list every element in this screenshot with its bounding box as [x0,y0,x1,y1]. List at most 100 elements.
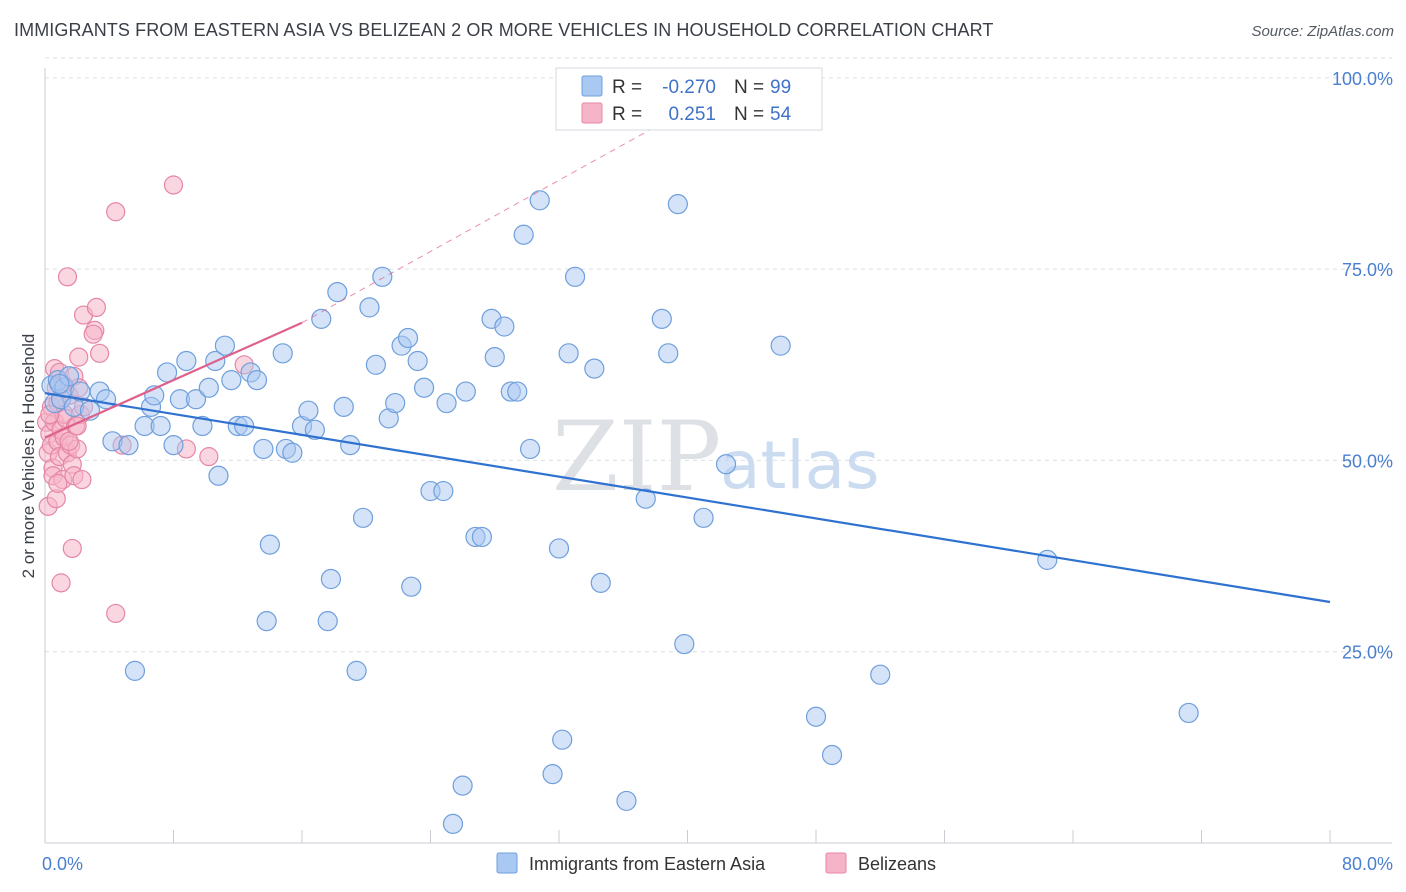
eastern-asia-point [513,224,534,245]
grid-lines [45,57,1392,653]
eastern-asia-points [41,67,1199,834]
eastern-asia-point [870,664,891,685]
eastern-asia-point [484,347,505,368]
stats-r-value: 0.251 [668,104,716,125]
watermark-zip: ZIP [552,401,721,513]
eastern-asia-point [256,611,277,632]
eastern-asia-point [542,764,563,785]
belizeans-point [199,447,219,467]
eastern-asia-point [548,538,570,559]
trend-line-eastern-asia [44,392,1331,604]
y-tick-label: 100.0% [1332,69,1393,89]
eastern-asia-point [198,377,219,398]
y-tick-labels: 25.0% 50.0% 75.0% 100.0% [1332,69,1393,663]
eastern-asia-point [433,480,454,502]
eastern-asia-point [590,572,611,593]
chart-title: IMMIGRANTS FROM EASTERN ASIA VS BELIZEAN… [14,20,994,40]
belizeans-point [51,573,71,593]
stats-n-value: 54 [770,104,792,125]
stats-n-label: N = [734,104,764,125]
stats-r-label: R = [612,77,642,98]
eastern-asia-point [1037,549,1058,571]
legend: Immigrants from Eastern Asia Belizeans [496,852,936,874]
eastern-asia-point [507,381,528,402]
stats-n-label: N = [734,77,764,98]
eastern-asia-point [397,327,419,349]
eastern-asia-point [401,576,422,597]
eastern-asia-point [407,350,428,372]
source-credit: Source: ZipAtlas.com [1251,23,1394,40]
eastern-asia-point [494,316,515,337]
x-tick-label: 0.0% [42,854,83,874]
eastern-asia-point [442,813,464,834]
eastern-asia-point [118,435,139,456]
eastern-asia-point [340,435,361,456]
eastern-asia-point [176,350,197,372]
watermark-atlas: atlas [720,427,880,504]
belizeans-point [72,469,92,490]
x-tick-label: 80.0% [1342,854,1393,874]
legend-swatch-pink [825,852,847,874]
trend-line-belizeans [44,321,303,439]
legend-label-eastern-asia: Immigrants from Eastern Asia [529,854,766,874]
eastern-asia-point [455,381,476,402]
eastern-asia-point [282,442,303,463]
eastern-asia-point [770,335,791,356]
eastern-asia-point [304,419,325,440]
eastern-asia-point [552,729,573,750]
eastern-asia-point [564,266,586,287]
eastern-asia-point [452,775,473,796]
eastern-asia-point [246,369,268,391]
stats-r-value: -0.270 [662,77,716,98]
belizeans-point [90,343,110,363]
eastern-asia-point [150,415,171,437]
eastern-asia-point [214,335,235,356]
eastern-asia-point [805,706,827,727]
eastern-asia-point [471,526,492,548]
eastern-asia-point [558,343,579,364]
y-tick-label: 25.0% [1342,643,1393,663]
eastern-asia-point [311,308,332,329]
eastern-asia-point [208,465,229,486]
eastern-asia-point [221,369,242,391]
eastern-asia-point [658,343,679,364]
eastern-asia-point [519,438,541,460]
y-tick-label: 75.0% [1342,260,1393,280]
eastern-asia-point [529,190,550,211]
eastern-asia-point [616,790,637,812]
eastern-asia-point [674,633,695,655]
eastern-asia-point [333,396,354,417]
trend-lines [44,77,1331,604]
stats-r-label: R = [612,104,642,125]
belizeans-point [163,175,184,195]
belizeans-point [48,473,68,493]
eastern-asia-point [651,308,672,329]
eastern-asia-point [272,343,293,364]
stats-n-value: 99 [770,77,791,98]
y-axis-label: 2 or more Vehicles in Household [19,334,38,579]
eastern-asia-point [124,660,146,681]
x-tick-labels: 0.0% 80.0% [42,854,1393,874]
legend-label-belizeans: Belizeans [858,854,936,874]
y-tick-label: 50.0% [1342,451,1393,471]
eastern-asia-point [49,373,70,395]
belizeans-point [59,431,79,451]
eastern-asia-point [320,568,342,590]
belizeans-point [62,538,82,559]
eastern-asia-point [253,438,274,460]
stats-box: R = -0.270 N = 99 R = 0.251 N = 54 [555,67,823,131]
eastern-asia-point [352,507,374,528]
eastern-asia-point [1178,702,1199,724]
stats-swatch-pink [581,102,603,124]
eastern-asia-point [385,392,406,414]
eastern-asia-point [259,534,280,555]
eastern-asia-point [584,358,605,379]
eastern-asia-point [667,194,688,215]
eastern-asia-point [327,282,348,303]
belizeans-point [106,603,126,624]
eastern-asia-point [359,297,380,318]
eastern-asia-point [715,454,737,475]
belizeans-point [106,202,126,222]
eastern-asia-point [372,266,393,287]
